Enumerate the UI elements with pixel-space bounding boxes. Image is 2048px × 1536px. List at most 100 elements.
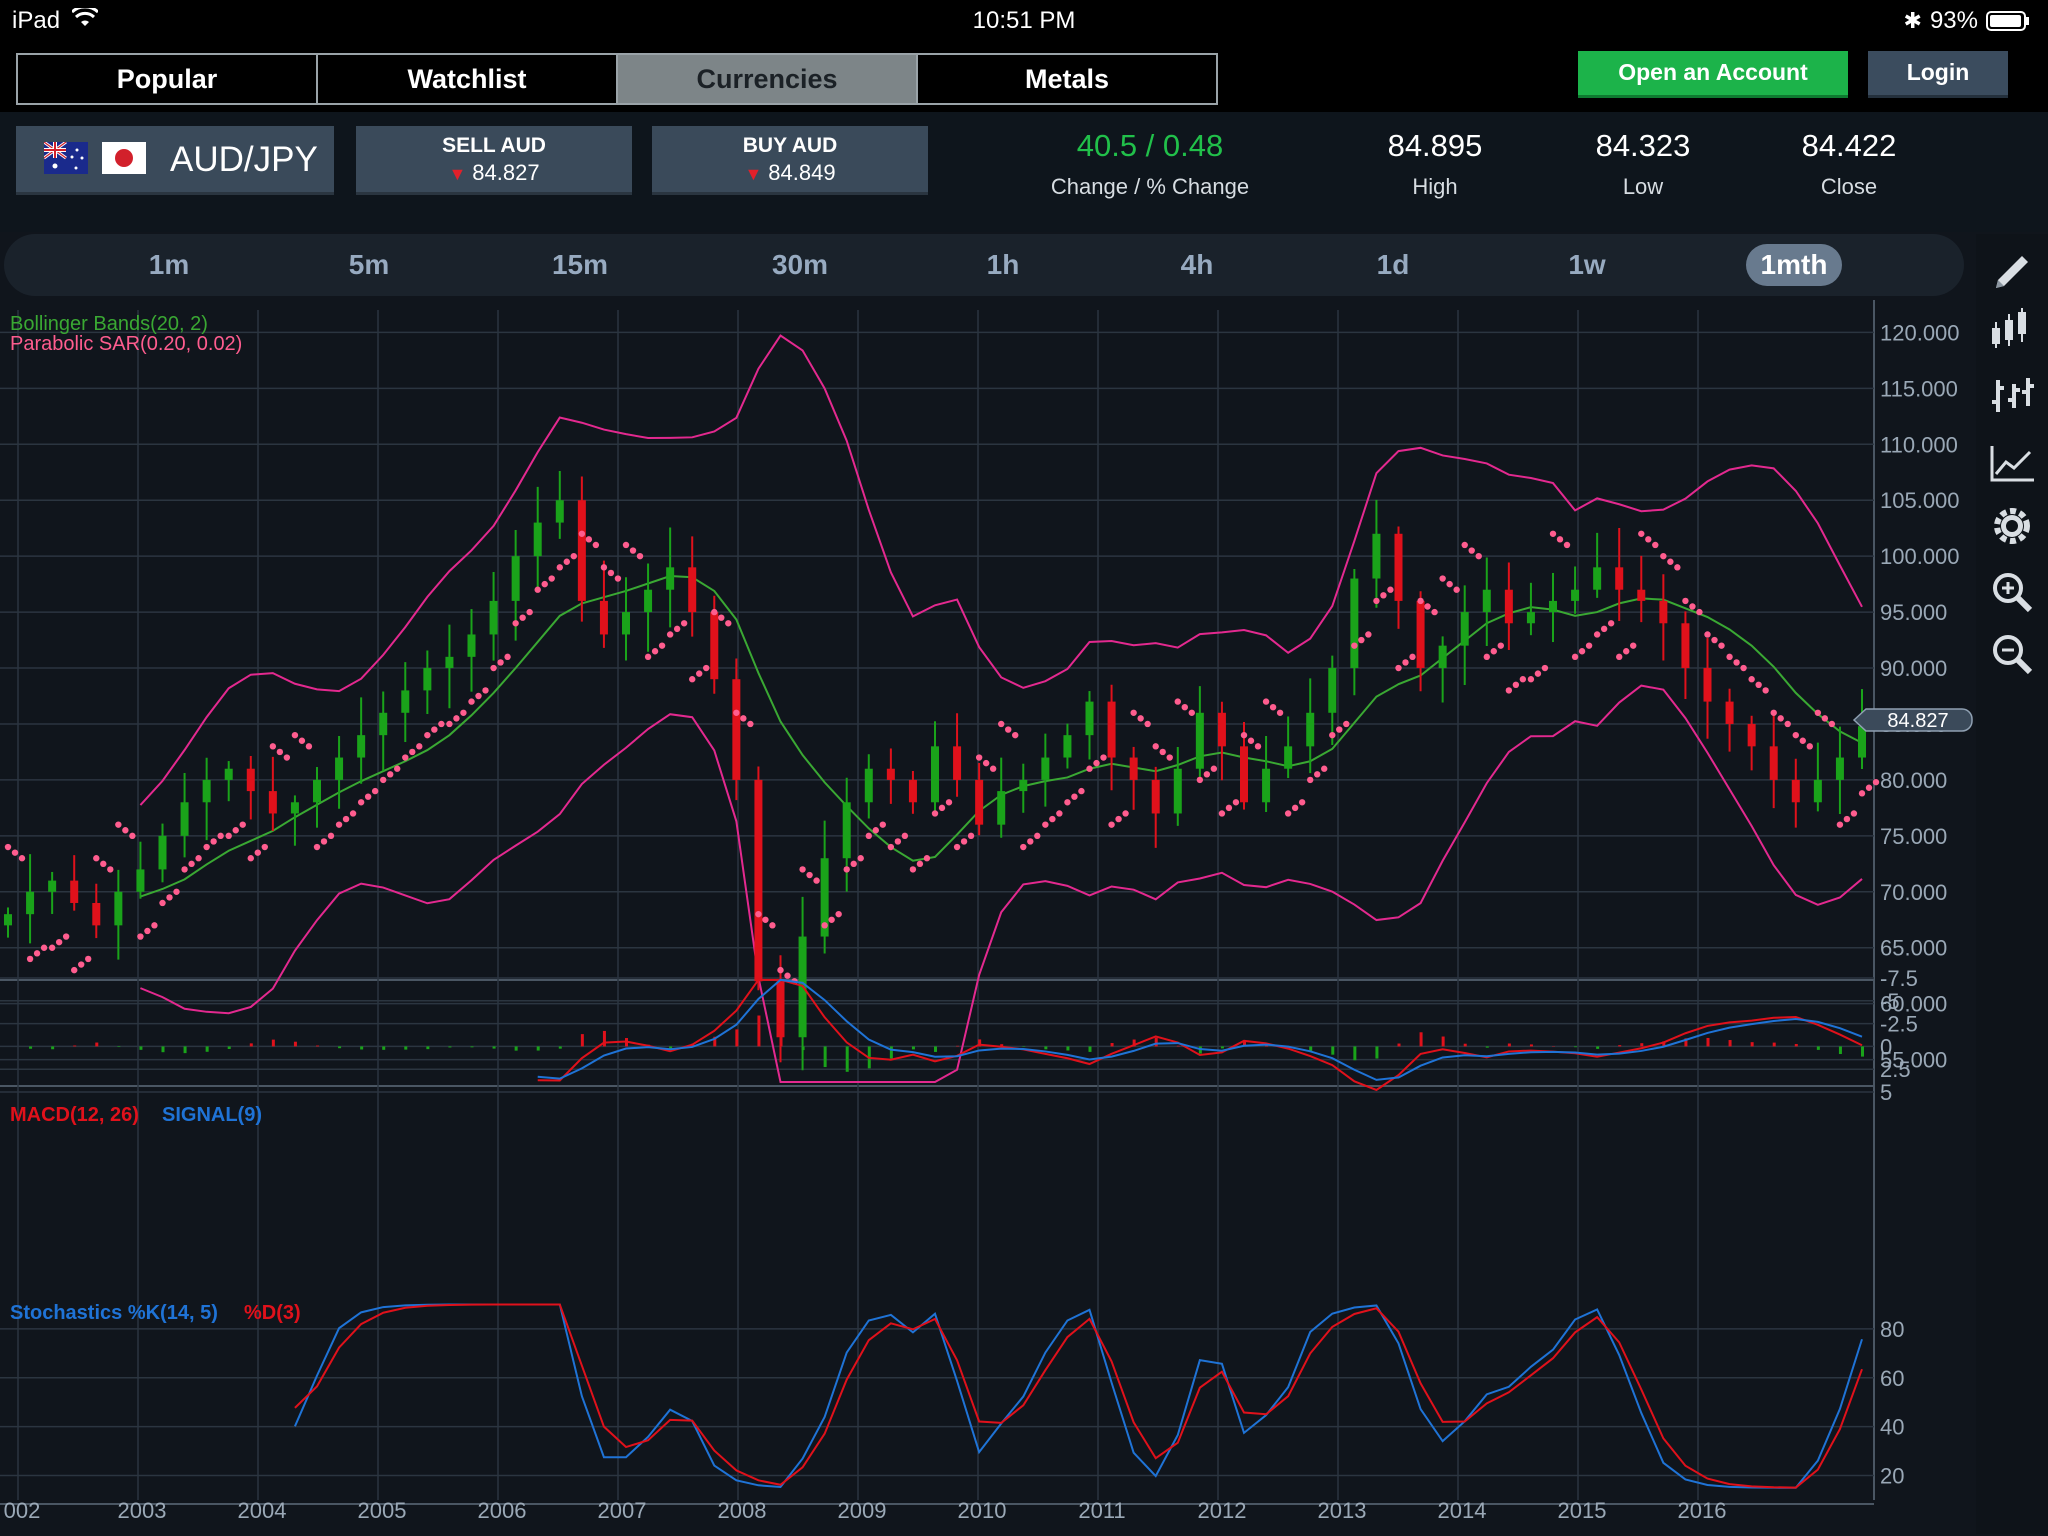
macd-histogram-bar: [139, 1046, 143, 1050]
macd-histogram-bar: [823, 1046, 827, 1068]
macd-histogram-bar: [1132, 1039, 1136, 1047]
macd-histogram-bar: [558, 1046, 562, 1049]
login-button[interactable]: Login: [1868, 51, 2008, 98]
sell-button[interactable]: SELL AUD ▼ 84.827: [356, 126, 632, 195]
macd-histogram-bar: [1507, 1043, 1511, 1047]
sar-dot: [1262, 698, 1270, 705]
macd-histogram-bar: [845, 1046, 849, 1072]
sar-dot: [1638, 530, 1645, 537]
stoch-d-line: [294, 1303, 1863, 1489]
y-tick-label: -5: [1880, 989, 1900, 1014]
tab-metals[interactable]: Metals: [918, 55, 1216, 103]
sar-dot: [1814, 709, 1822, 716]
sar-dot: [62, 933, 70, 940]
sar-dot: [247, 855, 254, 862]
settings-icon[interactable]: [1988, 502, 2036, 550]
battery-icon: [1986, 11, 2029, 31]
timeframe-15m[interactable]: 15m: [551, 249, 609, 280]
candle-body: [1813, 779, 1822, 803]
candle-body: [1240, 746, 1248, 803]
line-chart-icon[interactable]: [1988, 438, 2036, 486]
sar-dot: [1652, 541, 1659, 549]
timeframe-1mth[interactable]: 1mth: [1746, 244, 1842, 286]
sar-dot: [1777, 715, 1784, 722]
candle-body: [467, 634, 476, 657]
y-tick-label: 100.000: [1880, 544, 1960, 569]
pair-selector[interactable]: AUD/JPY: [16, 126, 334, 195]
macd-histogram-bar: [271, 1039, 275, 1047]
macd-histogram-bar: [1243, 1040, 1246, 1047]
sar-dot: [40, 944, 48, 951]
sar-dot: [357, 799, 365, 806]
sar-dot: [18, 855, 26, 862]
sar-dot: [989, 765, 997, 772]
timeframe-bar: 1m 5m 15m 30m 1h 4h 1d 1w 1mth: [4, 234, 1964, 296]
sar-dot: [1689, 603, 1696, 610]
tab-currencies[interactable]: Currencies: [618, 55, 918, 103]
candle-body: [776, 981, 785, 1038]
sar-dot: [1307, 776, 1314, 784]
macd-histogram-bar: [338, 1046, 342, 1049]
change-value: 40.5 / 0.48: [1076, 128, 1224, 163]
macd-histogram-bar: [293, 1041, 297, 1047]
sar-dot: [843, 866, 850, 873]
sar-dot: [1188, 709, 1195, 716]
sar-dot: [1137, 715, 1144, 722]
sar-dot: [1674, 564, 1681, 571]
sar-dot: [673, 625, 681, 633]
open-account-button[interactable]: Open an Account: [1578, 51, 1848, 98]
timeframe-1d[interactable]: 1d: [1376, 249, 1410, 280]
tab-popular[interactable]: Popular: [18, 55, 318, 103]
timeframe-1w[interactable]: 1w: [1568, 249, 1606, 280]
tab-watchlist[interactable]: Watchlist: [318, 55, 618, 103]
candle-body: [158, 835, 167, 870]
sar-dot: [78, 961, 85, 968]
candle-body: [180, 802, 189, 836]
market-tabs: Popular Watchlist Currencies Metals: [16, 53, 1218, 105]
sar-dot: [636, 552, 644, 560]
macd-histogram-bar: [1066, 1046, 1070, 1051]
zoom-out-icon[interactable]: [1988, 630, 2036, 678]
candle-body: [555, 500, 564, 523]
sar-dot: [799, 866, 806, 873]
macd-histogram-bar: [1441, 1036, 1445, 1047]
candlestick-icon[interactable]: [1988, 306, 2036, 354]
wifi-icon: [72, 8, 98, 26]
candle-body: [997, 791, 1006, 825]
sar-dot: [55, 938, 63, 946]
sell-label: SELL AUD: [442, 134, 546, 157]
sar-dot: [210, 838, 217, 845]
ohlc-bars-icon[interactable]: [1988, 372, 2036, 420]
sar-dot: [909, 866, 917, 873]
sar-dot: [1505, 687, 1513, 694]
pencil-icon[interactable]: [1988, 248, 2036, 296]
timeframe-1m[interactable]: 1m: [148, 249, 190, 280]
macd-histogram-bar: [1375, 1046, 1379, 1059]
current-price-marker: 84.827: [1852, 708, 1973, 732]
timeframe-30m[interactable]: 30m: [771, 249, 829, 280]
macd-panel: 52.50-2.5-5-7.5: [29, 966, 1918, 1105]
low-label: Low: [1622, 174, 1664, 199]
price-chart[interactable]: 120.000 115.000 110.000 105.000 100.000 95.00…: [0, 300, 1976, 1536]
sar-dot: [475, 692, 482, 700]
sar-dot: [806, 871, 813, 879]
sar-dot: [600, 564, 608, 571]
timeframe-5m[interactable]: 5m: [348, 249, 390, 280]
bollinger-middle: [140, 575, 1863, 898]
candle-body: [489, 600, 498, 635]
macd-histogram-bar: [1000, 1044, 1004, 1047]
buy-button[interactable]: BUY AUD ▼ 84.849: [652, 126, 928, 195]
sar-dot: [1144, 720, 1151, 728]
timeframe-4h[interactable]: 4h: [1180, 249, 1214, 280]
macd-histogram-bar: [978, 1039, 982, 1047]
sar-dot: [409, 748, 416, 756]
y-tick-label: 20: [1880, 1464, 1904, 1489]
timeframe-1h[interactable]: 1h: [986, 249, 1020, 280]
candle-body: [1504, 589, 1513, 624]
sar-dot: [446, 720, 453, 728]
candle-body: [1217, 712, 1226, 747]
sar-dot: [1078, 787, 1085, 795]
sar-dot: [1755, 681, 1762, 689]
status-right: ✱ 93%: [1904, 7, 2030, 35]
zoom-in-icon[interactable]: [1988, 568, 2036, 616]
